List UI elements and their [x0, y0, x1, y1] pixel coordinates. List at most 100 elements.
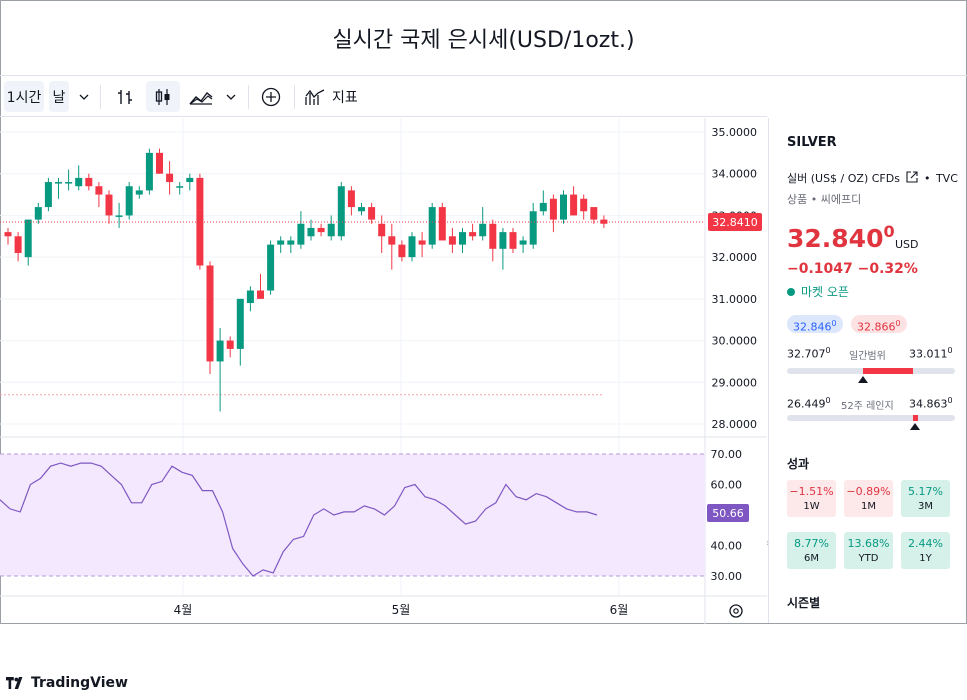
- candle-chart-icon[interactable]: [146, 81, 180, 112]
- price-axis: 35.000034.000033.000032.000031.000030.00…: [708, 126, 762, 431]
- candle-body: [529, 211, 537, 245]
- candle-body: [448, 236, 456, 245]
- page-title: 실시간 국제 은시세(USD/1ozt.): [0, 0, 967, 76]
- chart-settings-icon: [729, 604, 743, 618]
- candle: [135, 186, 143, 199]
- candle: [418, 232, 426, 258]
- candle: [560, 190, 567, 224]
- interval-dropdown-icon[interactable]: [73, 81, 95, 112]
- candle-body: [226, 340, 234, 349]
- tradingview-icon: [6, 676, 23, 690]
- candle-body: [186, 177, 194, 183]
- candle: [570, 186, 578, 216]
- rsi-tick-label: 60.00: [711, 479, 743, 492]
- candle: [75, 165, 83, 191]
- candle-body: [125, 186, 133, 216]
- chart-svg[interactable]: 35.000034.000033.000032.000031.000030.00…: [0, 118, 767, 624]
- market-status-dot-icon: [787, 288, 795, 296]
- chart-toolbar: 1시간 날 지표: [0, 77, 767, 117]
- candle-body: [4, 232, 12, 237]
- symbol-description-text: 실버 (US$ / OZ) CFDs: [787, 172, 900, 185]
- candle: [24, 219, 32, 266]
- day-high: 33.0110: [909, 346, 953, 361]
- candle-body: [166, 173, 174, 183]
- add-compare-icon[interactable]: [256, 81, 286, 112]
- candle-body: [388, 236, 396, 245]
- candle-body: [358, 207, 365, 212]
- chart-type-dropdown-icon[interactable]: [221, 81, 241, 112]
- performance-cell[interactable]: −0.89% 1M: [844, 480, 893, 517]
- candle-body: [176, 186, 184, 188]
- price-tick-label: 30.0000: [712, 335, 758, 348]
- candle: [236, 298, 244, 366]
- bar-chart-icon[interactable]: [110, 81, 140, 112]
- interval-button[interactable]: 1시간: [4, 81, 44, 112]
- candle: [479, 207, 487, 241]
- symbol-description: 실버 (US$ / OZ) CFDs • TVC: [787, 171, 958, 185]
- rsi-tick-label: 70.00: [711, 448, 743, 461]
- candle-body: [519, 240, 527, 245]
- symbol-panel: SILVER 실버 (US$ / OZ) CFDs • TVC 상품 • 씨에프…: [768, 118, 966, 623]
- candle: [469, 223, 477, 241]
- price-tick-label: 34.0000: [712, 168, 758, 181]
- candle: [358, 202, 365, 216]
- time-axis: 4월 5월 6월: [174, 603, 743, 618]
- toolbar-divider: [248, 85, 249, 109]
- indicators-button[interactable]: 지표: [304, 81, 368, 112]
- day-range-bar: [787, 368, 955, 374]
- performance-cell[interactable]: −1.51% 1W: [787, 480, 836, 517]
- week52-high: 34.8630: [909, 396, 953, 411]
- symbol-name[interactable]: SILVER: [787, 135, 837, 150]
- indicators-icon: [305, 88, 325, 105]
- candle: [156, 148, 163, 174]
- rsi-value-tag: [707, 503, 749, 522]
- interval-day-button[interactable]: 날: [49, 81, 69, 112]
- rsi-tick-label: 40.00: [711, 540, 743, 553]
- candle-body: [378, 223, 386, 237]
- price-tick-label: 31.0000: [712, 293, 758, 306]
- exchange-label: TVC: [935, 172, 958, 185]
- candle: [176, 182, 184, 195]
- candle: [125, 182, 133, 220]
- time-tick-label: 6월: [610, 603, 629, 617]
- rsi-band-fill: [0, 454, 705, 576]
- performance-period: 6M: [804, 553, 819, 564]
- day-range-label: 일간범위: [849, 351, 886, 362]
- price-tick-label: 35.0000: [712, 126, 758, 139]
- candle-body: [145, 152, 153, 191]
- candle-body: [590, 207, 598, 220]
- candle-body: [236, 298, 244, 349]
- candle-body: [560, 194, 567, 220]
- candle-body: [75, 177, 83, 187]
- candle: [327, 215, 335, 241]
- candle: [398, 240, 406, 262]
- candle: [196, 173, 204, 270]
- external-link-icon[interactable]: [906, 171, 919, 183]
- candle: [499, 227, 507, 270]
- candle-body: [418, 240, 426, 245]
- tradingview-logo[interactable]: TradingView: [0, 666, 128, 700]
- candle: [105, 190, 113, 224]
- performance-cell[interactable]: 5.17% 3M: [901, 480, 950, 517]
- candle: [226, 336, 234, 358]
- performance-value: 2.44%: [908, 537, 943, 550]
- candle-body: [277, 240, 285, 245]
- performance-period: 3M: [918, 501, 933, 512]
- performance-cell[interactable]: 8.77% 6M: [787, 532, 836, 569]
- rsi-series-line: [0, 462, 598, 577]
- performance-period: 1Y: [919, 553, 932, 564]
- candles: [4, 148, 608, 412]
- performance-value: 13.68%: [847, 537, 890, 550]
- candle: [539, 190, 547, 216]
- currency-label: USD: [895, 238, 919, 251]
- chart-area[interactable]: 35.000034.000033.000032.000031.000030.00…: [0, 118, 767, 700]
- performance-cell[interactable]: 13.68% YTD: [844, 532, 893, 569]
- ask-price: 32.8660: [851, 315, 907, 334]
- candle-body: [196, 177, 204, 266]
- last-price: 32.8400: [787, 222, 895, 253]
- candle: [65, 169, 73, 191]
- performance-cell[interactable]: 2.44% 1Y: [901, 532, 950, 569]
- candle: [206, 261, 214, 374]
- area-chart-icon[interactable]: [186, 81, 216, 112]
- candle-body: [115, 215, 123, 217]
